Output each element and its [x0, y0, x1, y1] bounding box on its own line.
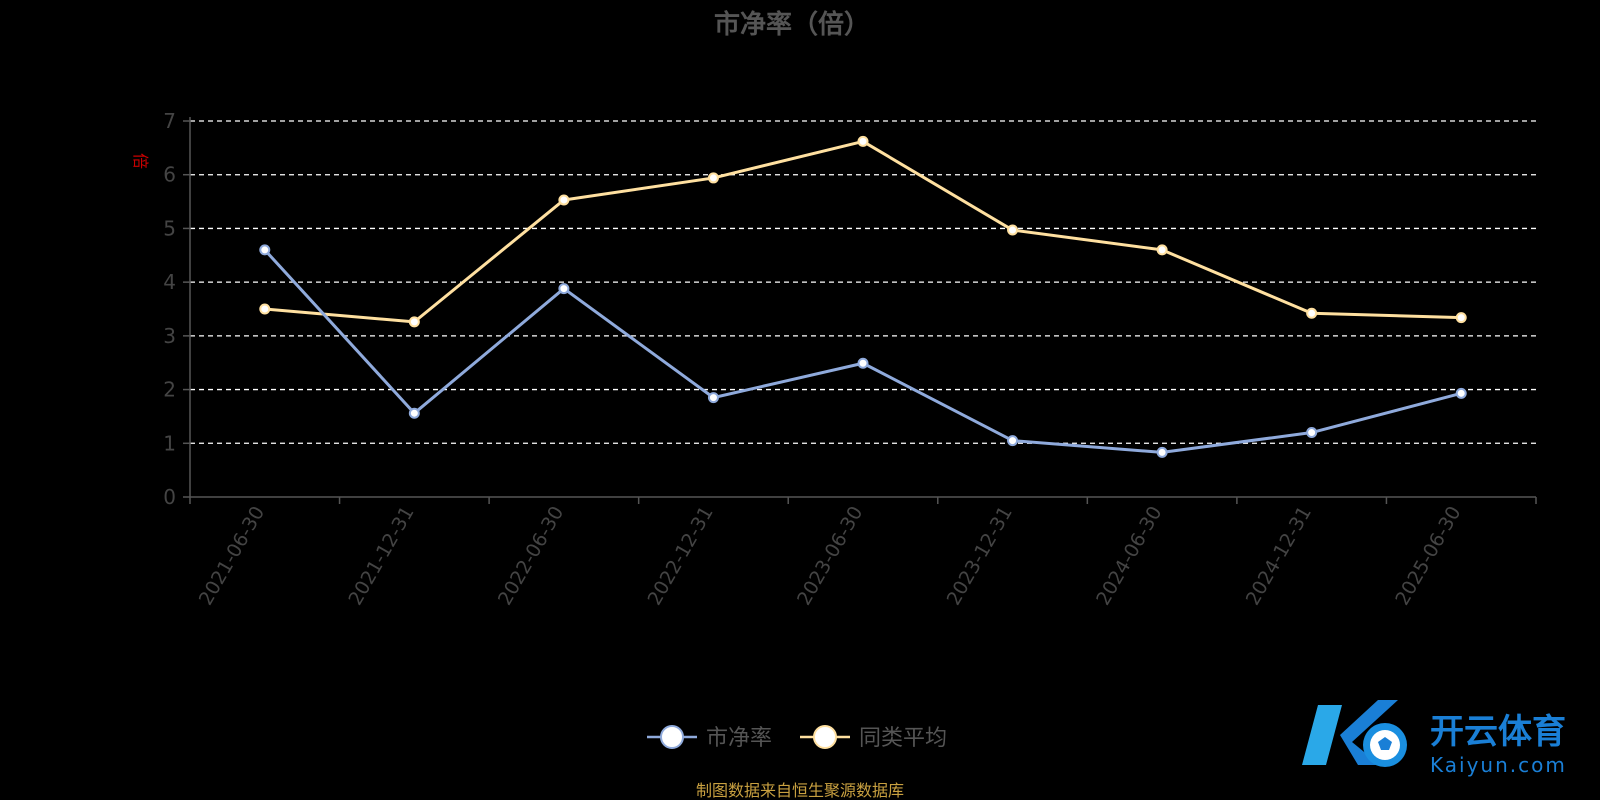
y-axis-label: 倍: [131, 153, 150, 169]
series-line: [263, 248, 1462, 454]
data-point[interactable]: [707, 392, 719, 404]
data-point[interactable]: [1156, 244, 1168, 256]
y-tick-label: 4: [163, 270, 176, 294]
data-point[interactable]: [558, 283, 570, 295]
data-point[interactable]: [1306, 307, 1318, 319]
chart-title: 市净率（倍）: [714, 9, 870, 40]
data-point[interactable]: [1156, 446, 1168, 458]
data-point[interactable]: [408, 407, 420, 419]
data-point[interactable]: [259, 303, 271, 315]
data-point[interactable]: [857, 135, 869, 147]
legend-label: 市净率: [706, 726, 772, 751]
x-tick-label: 2021-06-30: [195, 503, 269, 610]
data-point[interactable]: [857, 357, 869, 369]
data-point[interactable]: [707, 172, 719, 184]
data-point[interactable]: [558, 194, 570, 206]
legend-item[interactable]: 同类平均: [800, 725, 947, 751]
data-point[interactable]: [1455, 387, 1467, 399]
y-tick-label: 3: [163, 324, 176, 348]
x-tick-label: 2024-06-30: [1092, 503, 1166, 610]
logo-text-cn: 开云体育: [1430, 712, 1566, 752]
x-tick-label: 2022-06-30: [494, 503, 568, 610]
x-tick-label: 2021-12-31: [344, 503, 418, 610]
x-tick-label: 2022-12-31: [644, 503, 718, 610]
data-point[interactable]: [1306, 427, 1318, 439]
y-tick-label: 5: [163, 216, 176, 240]
x-tick-label: 2023-12-31: [943, 503, 1017, 610]
data-point[interactable]: [408, 316, 420, 328]
logo-text-en: Kaiyun.com: [1430, 753, 1567, 777]
x-tick-label: 2025-06-30: [1391, 503, 1465, 610]
y-tick-label: 7: [163, 109, 176, 133]
data-point[interactable]: [1007, 435, 1019, 447]
legend[interactable]: 市净率 同类平均: [647, 725, 947, 751]
legend-label: 同类平均: [859, 726, 947, 751]
data-point[interactable]: [1455, 312, 1467, 324]
data-point[interactable]: [259, 244, 271, 256]
series-line: [264, 139, 1462, 324]
x-tick-label: 2024-12-31: [1242, 503, 1316, 610]
y-tick-label: 1: [163, 431, 176, 455]
legend-item[interactable]: 市净率: [647, 725, 772, 751]
grid: [190, 120, 1536, 444]
x-tick-label: 2023-06-30: [793, 503, 867, 610]
series-layer: [259, 135, 1467, 458]
y-tick-label: 0: [163, 485, 176, 509]
y-tick-label: 2: [163, 378, 176, 402]
legend-marker: [660, 725, 684, 749]
logo-mark-icon: [1302, 700, 1407, 767]
axes: 0 1 2 3 4 5 6 7 2021-06-30 2021-12-31 2022-06-30 20…: [163, 109, 1537, 610]
legend-marker: [813, 725, 837, 749]
data-point[interactable]: [1007, 224, 1019, 236]
source-note: 制图数据来自恒生聚源数据库: [696, 781, 904, 800]
kaiyun-logo: 开云体育 Kaiyun.com: [1302, 700, 1567, 777]
y-tick-label: 6: [163, 163, 176, 187]
